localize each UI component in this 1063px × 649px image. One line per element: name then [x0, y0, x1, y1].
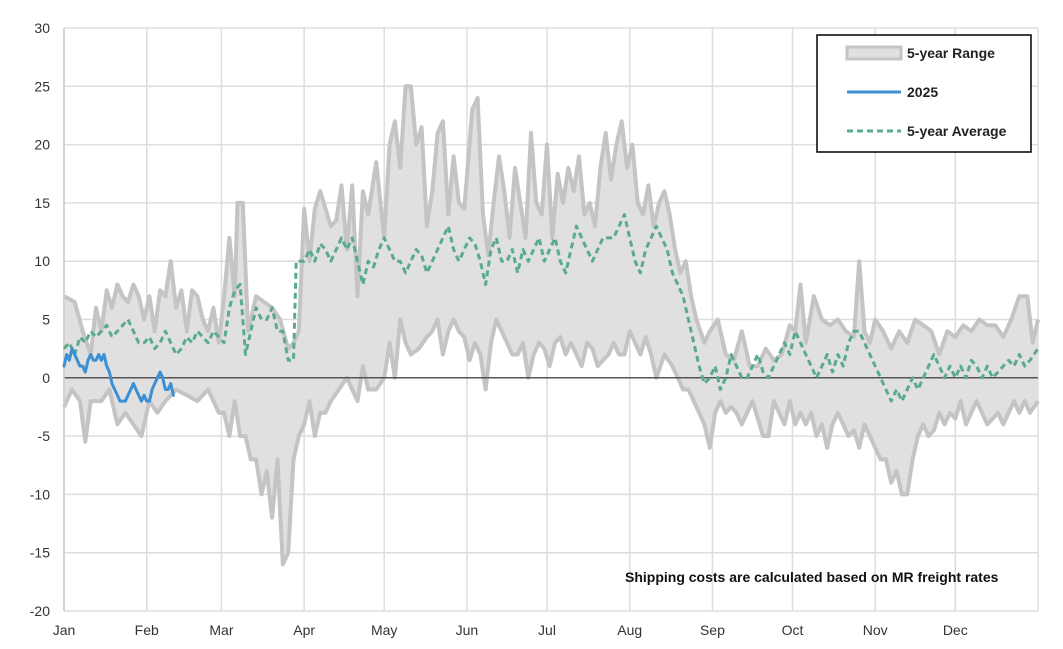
x-tick-label: Apr — [293, 622, 315, 638]
chart-note: Shipping costs are calculated based on M… — [625, 569, 999, 585]
series-line-average — [62, 213, 1040, 403]
x-tick-label: May — [371, 622, 397, 638]
y-tick-label: 5 — [42, 312, 50, 328]
x-tick-label: Jan — [53, 622, 76, 638]
legend-label-2025: 2025 — [907, 84, 938, 100]
y-tick-label: 30 — [34, 20, 50, 36]
y-tick-label: 10 — [34, 253, 50, 269]
series-line-series_2025 — [62, 347, 175, 403]
legend-label-average: 5-year Average — [907, 123, 1007, 139]
x-tick-label: Dec — [943, 622, 968, 638]
range-band-fill — [64, 86, 1038, 565]
range-lower-line — [62, 317, 1040, 567]
x-tick-label: Jul — [538, 622, 556, 638]
x-tick-label: Oct — [782, 622, 804, 638]
legend-swatch-range — [845, 45, 903, 61]
y-tick-label: 25 — [34, 78, 50, 94]
x-tick-label: Aug — [617, 622, 642, 638]
y-tick-label: -20 — [30, 603, 50, 619]
y-tick-label: 0 — [42, 370, 50, 386]
legend: 5-year Range 2025 5-year Average — [816, 34, 1032, 153]
legend-label-range: 5-year Range — [907, 45, 995, 61]
series-layer — [62, 213, 1040, 403]
x-tick-label: Nov — [863, 622, 888, 638]
y-tick-label: -5 — [38, 428, 51, 444]
x-tick-label: Sep — [700, 622, 725, 638]
x-tick-label: Mar — [209, 622, 233, 638]
y-tick-label: -15 — [30, 545, 50, 561]
y-tick-label: 20 — [34, 137, 50, 153]
x-tick-label: Feb — [135, 622, 159, 638]
y-tick-label: 15 — [34, 195, 50, 211]
range-upper-line — [63, 84, 1040, 369]
y-tick-label: -10 — [30, 486, 50, 502]
x-tick-label: Jun — [456, 622, 479, 638]
range-band-layer — [62, 84, 1040, 567]
zero-line-layer — [63, 28, 1038, 611]
